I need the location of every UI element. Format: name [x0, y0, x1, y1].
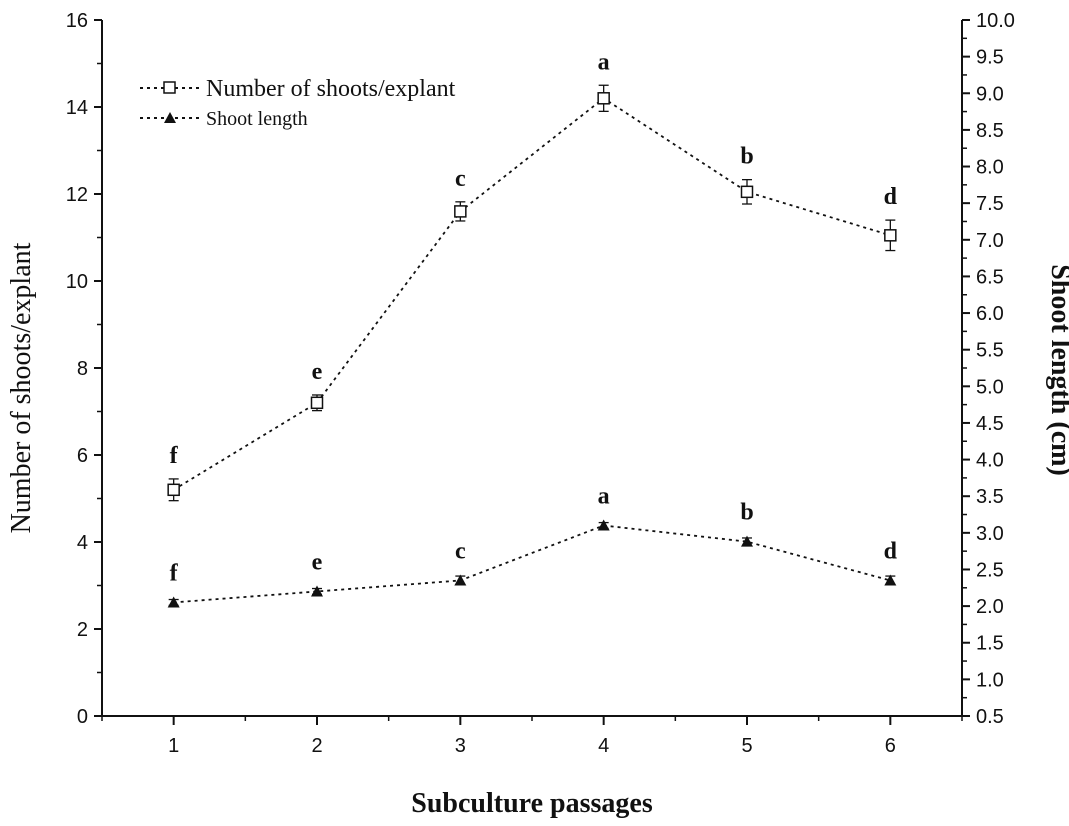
data-point-square: [454, 205, 467, 218]
significance-label: f: [170, 560, 179, 586]
y-tick-label: 6: [77, 445, 88, 467]
series-line: [173, 97, 891, 491]
y2-tick-label: 6.5: [976, 266, 1004, 288]
y2-tick-label: 9.0: [976, 83, 1004, 105]
y2-tick-label: 7.0: [976, 230, 1004, 252]
x-tick-label: 3: [455, 735, 466, 757]
y2-tick-label: 7.5: [976, 193, 1004, 215]
x-tick-label: 1: [168, 735, 179, 757]
data-point-square: [167, 483, 180, 497]
ticks: 02468101214160.51.01.52.02.53.03.54.04.5…: [66, 10, 1015, 757]
significance-label: a: [598, 49, 610, 75]
significance-label: d: [884, 184, 898, 210]
y-tick-label: 14: [66, 97, 88, 119]
y2-tick-label: 3.5: [976, 486, 1004, 508]
y-tick-label: 4: [77, 532, 88, 554]
significance-label: e: [312, 549, 323, 575]
data-point-square: [740, 185, 754, 199]
x-tick-label: 2: [311, 735, 322, 757]
y2-tick-label: 9.5: [976, 47, 1004, 69]
x-tick-label: 4: [598, 735, 609, 757]
significance-label: d: [884, 538, 898, 564]
y-tick-label: 16: [66, 10, 88, 32]
data-point-triangle: [741, 535, 753, 547]
y2-tick-label: 2.5: [976, 559, 1004, 581]
significance-label: b: [740, 144, 753, 170]
series-1: f e c a b d: [167, 49, 898, 502]
data-point-triangle: [454, 574, 467, 586]
legend-label-length: Shoot length: [206, 108, 308, 130]
y2-tick-label: 8.0: [976, 157, 1004, 179]
series-2: f e c a b d: [167, 484, 898, 608]
data-point-triangle: [311, 585, 323, 597]
data-point-square: [597, 92, 610, 105]
y2-tick-label: 1.0: [976, 669, 1004, 691]
significance-label: f: [170, 443, 179, 469]
x-tick-label: 5: [741, 735, 752, 757]
y-tick-label: 8: [77, 358, 88, 380]
y2-tick-label: 6.0: [976, 303, 1004, 325]
significance-label: e: [312, 359, 323, 385]
y2-tick-label: 2.0: [976, 596, 1004, 618]
y2-tick-label: 4.0: [976, 450, 1004, 472]
significance-label: b: [740, 500, 753, 526]
legend: Number of shoots/explant Shoot length: [140, 76, 456, 130]
legend-marker-triangle: [164, 112, 176, 123]
data-point-triangle: [167, 596, 180, 608]
legend-label-shoots: Number of shoots/explant: [206, 76, 456, 102]
data-point-triangle: [597, 519, 610, 531]
y2-tick-label: 0.5: [976, 706, 1004, 728]
y-axis-title: Number of shoots/explant: [6, 242, 37, 533]
y2-axis-title: Shoot length (cm): [1045, 264, 1069, 476]
y2-tick-label: 4.5: [976, 413, 1004, 435]
significance-label: a: [598, 484, 610, 510]
y-tick-label: 0: [77, 706, 88, 728]
x-tick-label: 6: [885, 735, 896, 757]
y-tick-label: 12: [66, 184, 88, 206]
data-point-square: [884, 229, 897, 242]
y2-tick-label: 3.0: [976, 523, 1004, 545]
data-point-triangle: [884, 574, 897, 586]
legend-marker-square: [163, 81, 176, 94]
x-axis-title: Subculture passages: [411, 788, 653, 819]
y2-tick-label: 5.0: [976, 376, 1004, 398]
y2-tick-label: 10.0: [976, 10, 1015, 32]
data-point-square: [310, 396, 324, 410]
series-line: [173, 524, 891, 604]
y2-tick-label: 8.5: [976, 120, 1004, 142]
y2-tick-label: 1.5: [976, 633, 1004, 655]
significance-label: c: [455, 538, 466, 564]
significance-label: c: [455, 166, 466, 192]
y2-tick-label: 5.5: [976, 340, 1004, 362]
y-tick-label: 10: [66, 271, 88, 293]
series-layer: f e c a b d f e c a b d: [167, 49, 898, 608]
y-tick-label: 2: [77, 619, 88, 641]
